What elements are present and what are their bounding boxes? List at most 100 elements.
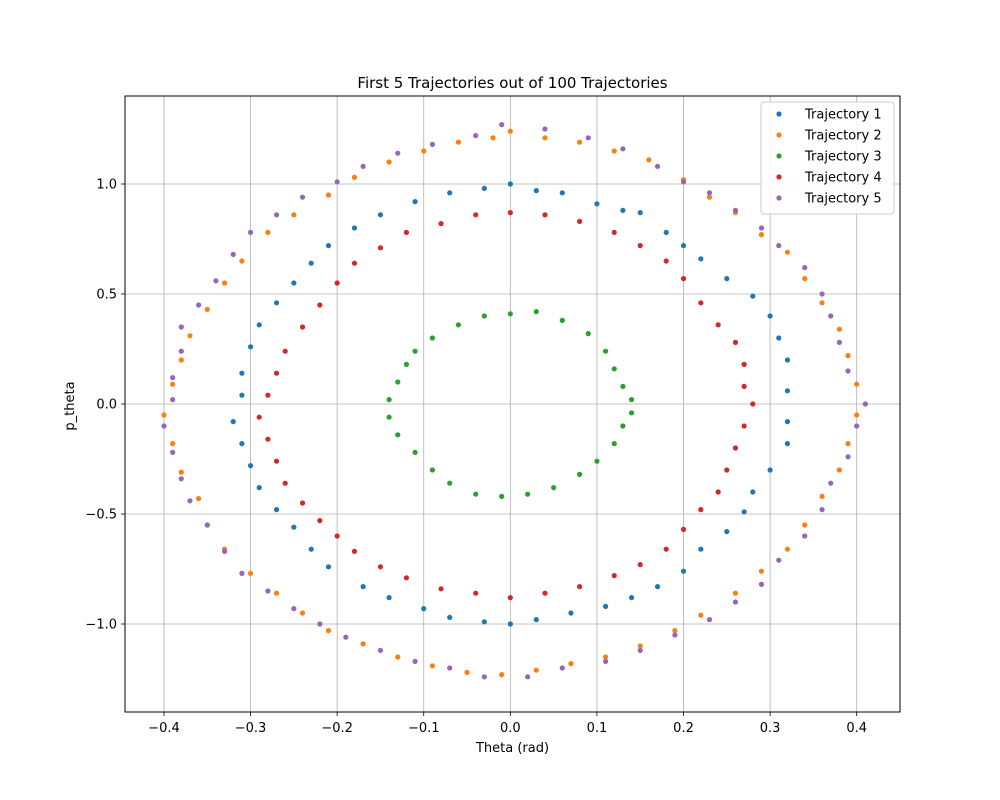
- data-point: [577, 471, 583, 477]
- data-point: [628, 595, 635, 601]
- x-tick-label: 0.0: [500, 721, 521, 736]
- data-point: [429, 467, 436, 473]
- data-point: [732, 599, 739, 605]
- data-point: [637, 647, 643, 654]
- data-point: [741, 361, 747, 367]
- data-point: [819, 507, 825, 513]
- data-point: [525, 674, 531, 680]
- data-point: [620, 207, 626, 213]
- data-point: [351, 225, 358, 231]
- data-point: [551, 485, 557, 491]
- data-point: [308, 260, 314, 266]
- data-point: [732, 445, 739, 451]
- data-point: [836, 339, 842, 345]
- data-point: [273, 507, 280, 513]
- data-point: [377, 647, 384, 654]
- data-point: [317, 621, 323, 627]
- data-point: [750, 293, 756, 299]
- data-point: [386, 414, 392, 420]
- data-point: [473, 491, 479, 497]
- data-point: [334, 280, 340, 286]
- data-point: [577, 218, 583, 224]
- data-point: [291, 606, 297, 612]
- data-point: [221, 280, 228, 286]
- data-point: [611, 148, 617, 154]
- data-point: [386, 595, 392, 601]
- data-point: [724, 467, 730, 473]
- legend-marker: [776, 111, 782, 117]
- legend-label: Trajectory 5: [804, 192, 882, 207]
- data-point: [533, 667, 539, 673]
- data-point: [732, 207, 739, 213]
- data-point: [282, 480, 288, 486]
- data-point: [490, 135, 496, 141]
- data-point: [507, 128, 513, 134]
- data-point: [360, 163, 366, 169]
- data-point: [698, 612, 704, 618]
- y-tick-label: 0.5: [96, 288, 117, 303]
- data-point: [170, 381, 176, 387]
- data-point: [559, 317, 565, 323]
- data-point: [828, 480, 834, 486]
- data-point: [724, 276, 730, 282]
- data-point: [568, 610, 574, 616]
- data-point: [776, 243, 782, 249]
- data-point: [256, 414, 262, 420]
- data-point: [256, 322, 262, 328]
- legend-label: Trajectory 3: [804, 150, 882, 165]
- data-point: [784, 249, 791, 255]
- data-point: [533, 188, 539, 194]
- data-point: [256, 485, 262, 491]
- data-point: [819, 291, 825, 297]
- legend-marker: [776, 153, 782, 159]
- data-point: [715, 322, 721, 328]
- data-point: [291, 524, 297, 530]
- data-point: [533, 617, 539, 623]
- data-point: [611, 573, 617, 579]
- x-axis-ticks: −0.4 −0.3 −0.2 −0.1 0.0 0.1 0.2 0.3 0.4: [148, 712, 867, 736]
- legend-box: [760, 101, 895, 215]
- data-point: [170, 449, 176, 455]
- data-point: [594, 458, 600, 464]
- data-point: [325, 192, 332, 198]
- x-tick-label: 0.1: [587, 721, 608, 736]
- data-point: [706, 190, 713, 196]
- data-point: [854, 423, 860, 429]
- data-point: [196, 496, 202, 502]
- data-point: [568, 661, 574, 667]
- data-point: [750, 401, 756, 407]
- data-point: [698, 300, 704, 306]
- data-point: [577, 139, 583, 145]
- data-point: [395, 432, 401, 438]
- data-point: [170, 397, 176, 403]
- y-tick-label: 1.0: [96, 178, 117, 193]
- series-trajectory-3: [386, 309, 635, 499]
- data-point: [178, 348, 184, 354]
- data-point: [602, 348, 609, 354]
- data-point: [429, 335, 436, 341]
- data-point: [819, 493, 825, 499]
- data-point: [507, 621, 513, 627]
- data-point: [507, 311, 513, 317]
- data-point: [291, 212, 297, 218]
- x-tick-label: −0.4: [148, 721, 180, 736]
- data-point: [247, 463, 254, 469]
- data-point: [473, 133, 479, 139]
- x-tick-label: 0.4: [846, 721, 867, 736]
- data-point: [299, 194, 306, 200]
- data-point: [862, 401, 868, 407]
- data-point: [204, 306, 210, 312]
- legend-item-trajectory-4: Trajectory 4: [776, 171, 882, 186]
- data-point: [395, 654, 401, 660]
- legend-label: Trajectory 4: [804, 171, 882, 186]
- data-point: [767, 467, 773, 473]
- data-point: [577, 584, 583, 590]
- data-point: [178, 324, 184, 330]
- data-point: [481, 185, 487, 191]
- data-point: [239, 441, 245, 447]
- data-point: [187, 498, 193, 504]
- data-point: [170, 375, 176, 381]
- data-point: [698, 256, 704, 262]
- data-point: [239, 258, 245, 264]
